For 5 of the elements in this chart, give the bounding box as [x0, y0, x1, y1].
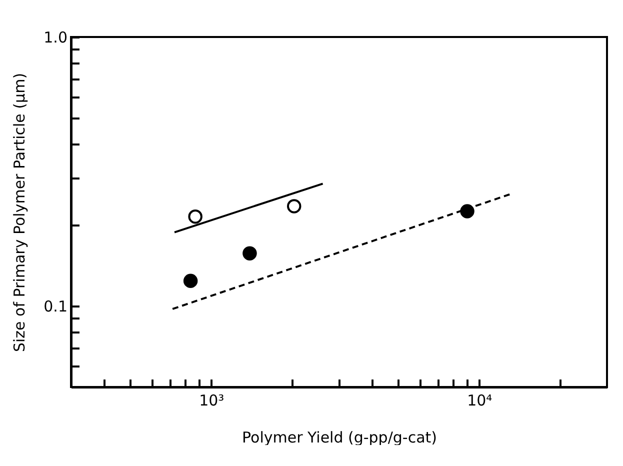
- y-axis-title: Size of Primary Polymer Particle (μm): [10, 72, 29, 352]
- y-tick-label: 0.1: [44, 298, 68, 316]
- x-tick-label: 10³: [199, 392, 224, 410]
- x-tick-label: 10⁴: [467, 392, 492, 410]
- y-tick-label: 1.0: [44, 28, 68, 46]
